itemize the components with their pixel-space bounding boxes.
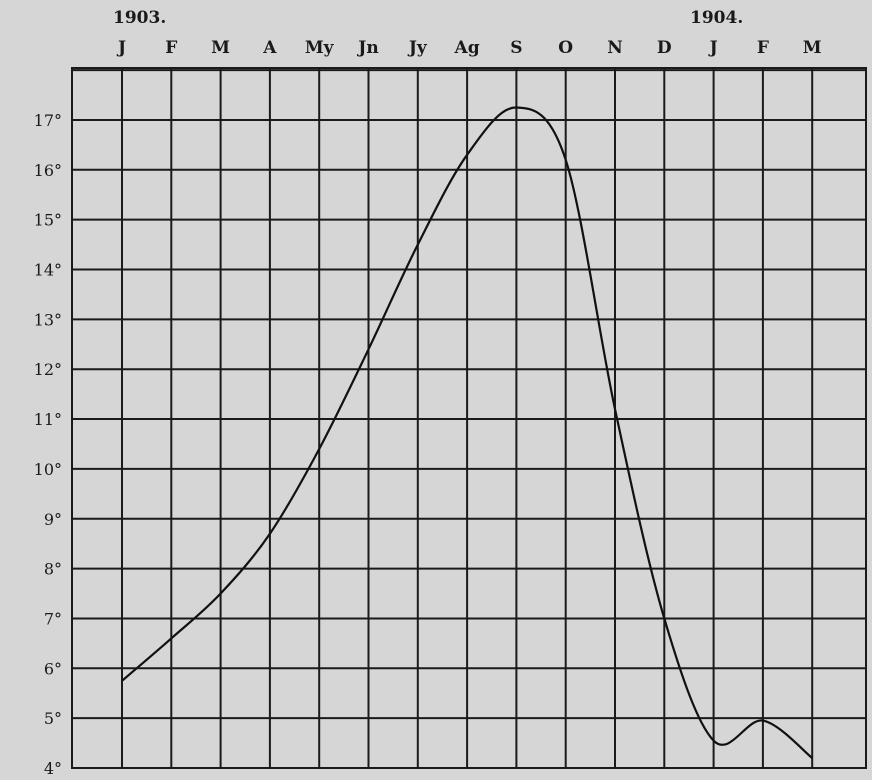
y-tick-label: 17° [34,111,62,130]
x-axis-labels: J F M A My Jn Jy Ag S O N D J F M [116,38,822,58]
y-tick-label: 5° [44,709,62,728]
x-tick-label: Ag [454,38,480,58]
y-tick-label: 7° [44,609,62,628]
year-label-end: 1904. [690,8,743,28]
y-tick-label: 8° [44,560,62,579]
y-tick-label: 13° [34,310,62,329]
x-tick-label: O [558,38,573,58]
y-tick-label: 6° [44,659,62,678]
y-tick-label: 9° [44,510,62,529]
x-tick-label: J [116,38,126,58]
y-tick-label: 15° [34,211,62,230]
x-tick-label: M [211,38,230,58]
y-tick-label: 16° [34,161,62,180]
x-tick-label: J [708,38,718,58]
y-tick-label: 12° [34,360,62,379]
y-axis-labels: 4° 5° 6° 7° 8° 9° 10° 11° 12° 13° 14° 15° 16° 17° [34,111,62,778]
x-tick-label: A [262,38,277,58]
year-label-start: 1903. [113,8,166,28]
x-tick-label: M [803,38,822,58]
x-tick-label: S [510,38,522,58]
x-tick-label: F [757,38,769,58]
y-tick-label: 11° [34,410,62,429]
series-layer [121,106,813,759]
x-tick-label: My [305,38,335,58]
series-line [121,106,813,759]
chart-grid [71,67,867,769]
y-tick-label: 14° [34,261,62,280]
x-tick-label: N [607,38,623,58]
x-tick-label: Jy [407,38,428,58]
x-tick-label: Jn [356,38,378,58]
y-tick-label: 4° [44,759,62,778]
y-tick-label: 10° [34,460,62,479]
x-tick-label: F [165,38,177,58]
x-tick-label: D [657,38,672,58]
